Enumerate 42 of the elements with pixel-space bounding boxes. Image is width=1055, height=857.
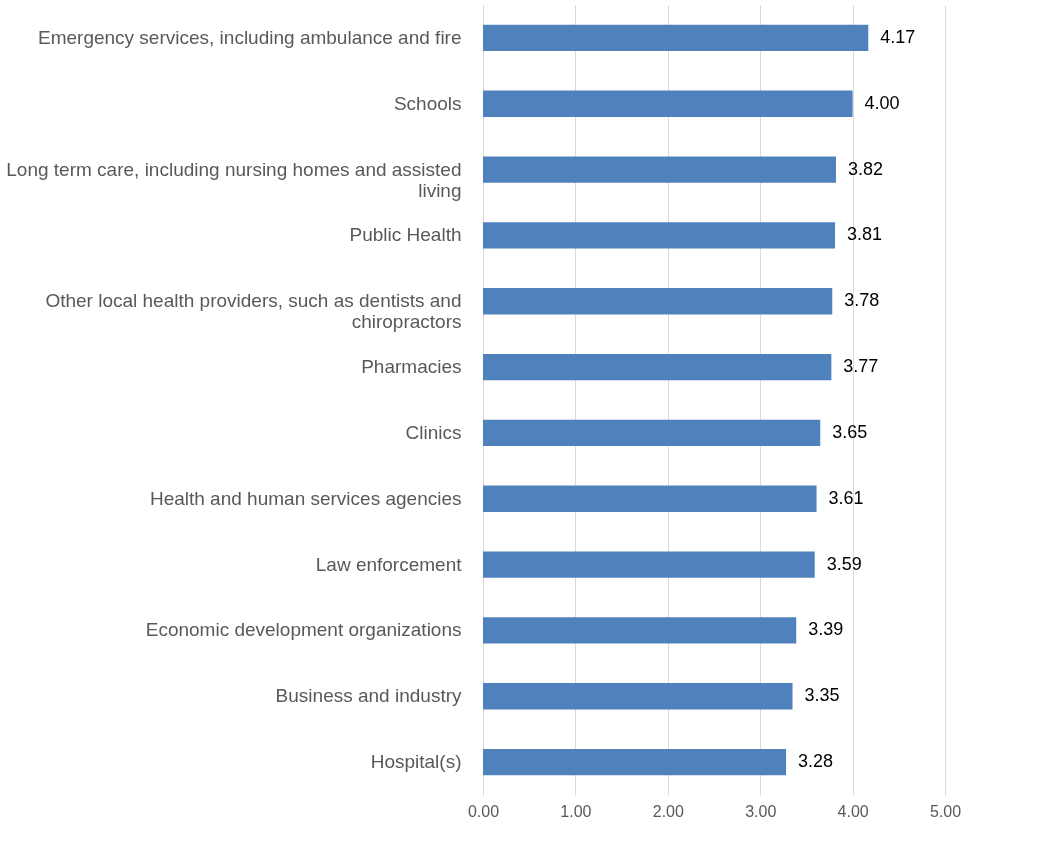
- bar: [483, 617, 797, 644]
- y-tick-label: Economic development organizations: [145, 619, 462, 641]
- bar: [483, 222, 836, 249]
- x-tick-label: 2.00: [652, 802, 684, 820]
- x-tick-label: 0.00: [467, 802, 500, 820]
- data-label: 3.65: [832, 421, 868, 442]
- y-tick-label: Long term care, including nursing homes and assisted living: [6, 158, 462, 201]
- bar: [483, 419, 821, 447]
- bar: [483, 156, 836, 183]
- y-tick-label: Pharmacies: [361, 356, 462, 378]
- y-tick-label: Hospital(s): [370, 751, 462, 773]
- y-tick-label: Schools: [393, 92, 462, 114]
- bar: [483, 551, 815, 578]
- data-label: 3.78: [844, 290, 880, 311]
- y-tick-label: Health and human services agencies: [149, 487, 462, 509]
- y-tick-label: Emergency services, including ambulance and fire: [38, 26, 462, 48]
- x-tick-label: 4.00: [837, 802, 869, 820]
- data-label: 3.82: [847, 158, 884, 179]
- bar: [483, 485, 817, 512]
- bar: [483, 353, 832, 381]
- y-tick-label: Business and industry: [275, 685, 462, 707]
- x-tick-label: 3.00: [745, 802, 777, 820]
- data-label: 3.81: [847, 224, 883, 245]
- y-tick-label: Law enforcement: [315, 553, 463, 575]
- bar: [483, 90, 853, 117]
- data-label: 4.17: [880, 26, 916, 47]
- data-label: 3.35: [804, 685, 840, 706]
- data-label: 3.28: [798, 751, 834, 772]
- data-label: 3.61: [828, 487, 864, 508]
- x-tick-label: 1.00: [560, 802, 592, 820]
- data-label: 3.59: [826, 553, 862, 574]
- y-tick-label: Public Health: [349, 224, 462, 246]
- x-tick-label: 5.00: [929, 802, 962, 820]
- bar: [483, 683, 793, 710]
- bar: [483, 288, 833, 315]
- bar: [483, 748, 787, 776]
- bar: [483, 24, 869, 52]
- y-tick-label: Clinics: [405, 421, 462, 443]
- data-label: 4.00: [864, 92, 900, 113]
- data-label: 3.39: [808, 619, 844, 640]
- data-label: 3.77: [843, 356, 879, 377]
- y-tick-label: Other local health providers, such as dentists and chiropractors: [45, 290, 462, 333]
